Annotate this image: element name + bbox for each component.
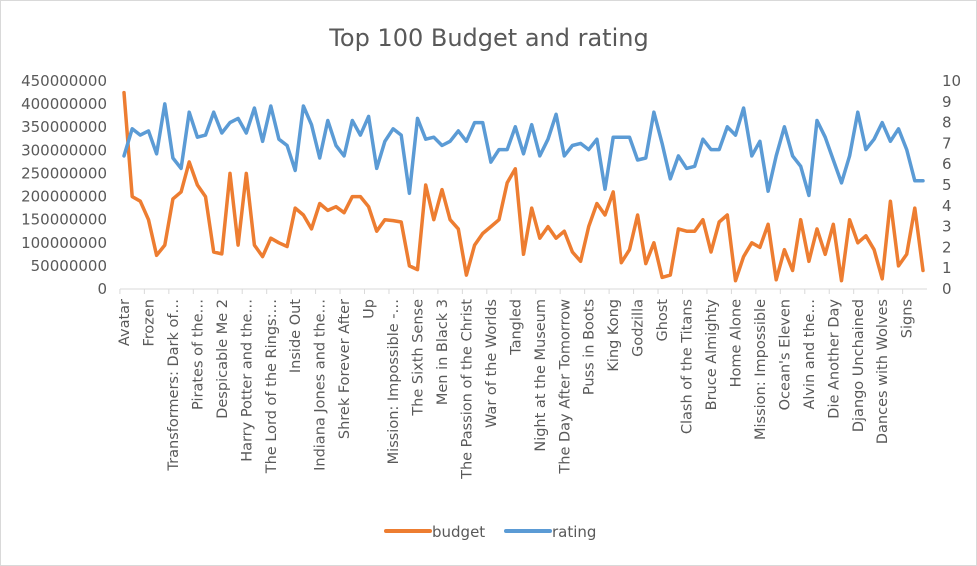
x-axis-category-label: Shrek Forever After xyxy=(337,299,353,439)
x-axis-category-label: Despicable Me 2 xyxy=(215,299,231,419)
x-axis-category-label: Dances with Wolves xyxy=(875,299,891,444)
x-axis-category-label: Bruce Almighty xyxy=(704,299,720,411)
left-axis-tick-label: 50000000 xyxy=(31,257,107,275)
right-axis-tick-label: 9 xyxy=(942,93,952,111)
left-axis-tick-label: 400000000 xyxy=(21,95,107,113)
left-axis-tick-label: 300000000 xyxy=(21,141,107,159)
x-axis-category-label: The Day After Tomorrow xyxy=(557,299,573,475)
right-axis-tick-label: 1 xyxy=(942,259,952,277)
x-axis-category-label: Indiana Jones and the… xyxy=(313,299,329,471)
right-axis-tick-label: 3 xyxy=(942,218,952,236)
x-axis-category-label: Ocean's Eleven xyxy=(777,299,793,410)
x-axis-category-label: Night at the Museum xyxy=(533,299,549,452)
x-axis-category-label: The Lord of the Rings:… xyxy=(264,299,280,474)
x-axis-category-labels: Avatar Frozen Transformers: Dark of… Pirate… xyxy=(117,299,916,480)
x-axis-category-label: Puss in Boots xyxy=(582,299,598,395)
x-axis-category-label: Men in Black 3 xyxy=(435,299,451,405)
left-axis-tick-label: 200000000 xyxy=(21,188,107,206)
budget-series-line xyxy=(122,90,925,283)
legend-label-rating: rating xyxy=(552,523,596,541)
legend: budget rating xyxy=(384,523,596,541)
left-axis-tick-label: 150000000 xyxy=(21,211,107,229)
right-axis-tick-label: 2 xyxy=(942,238,952,256)
right-axis-tick-label: 8 xyxy=(942,114,952,132)
right-axis-tick-label: 5 xyxy=(942,176,952,194)
right-axis-ticks: 0 1 2 3 4 5 6 7 8 9 10 xyxy=(942,72,961,298)
x-axis-category-label: Transformers: Dark of… xyxy=(166,299,182,472)
budget-data-points xyxy=(123,92,924,281)
x-axis-category-label: Home Alone xyxy=(728,299,744,387)
legend-item-rating: rating xyxy=(504,523,596,541)
rating-data-points xyxy=(123,103,924,196)
x-axis-category-label: Avatar xyxy=(117,299,133,346)
left-axis-tick-label: 100000000 xyxy=(21,234,107,252)
legend-item-budget: budget xyxy=(384,523,485,541)
x-axis-category-label: Pirates of the… xyxy=(190,299,206,410)
x-axis-category-label: The Passion of the Christ xyxy=(459,299,475,480)
x-axis-category-label: Harry Potter and the… xyxy=(239,299,255,462)
x-axis-category-label: Die Another Day xyxy=(826,299,842,419)
x-axis-category-label: The Sixth Sense xyxy=(411,299,427,417)
chart-title: Top 100 Budget and rating xyxy=(328,24,648,52)
right-axis-tick-label: 4 xyxy=(942,197,952,215)
left-axis-tick-label: 250000000 xyxy=(21,164,107,182)
x-axis-category-label: King Kong xyxy=(606,299,622,372)
left-axis-tick-label: 350000000 xyxy=(21,118,107,136)
legend-label-budget: budget xyxy=(432,523,485,541)
x-axis-tick-marks xyxy=(119,289,904,294)
left-axis-ticks: 0 50000000 100000000 150000000 200000000 2500… xyxy=(21,72,107,298)
x-axis-category-label: Django Unchained xyxy=(851,299,867,432)
left-axis-tick-label: 0 xyxy=(97,280,107,298)
x-axis-category-label: Signs xyxy=(900,299,916,338)
right-axis-tick-label: 6 xyxy=(942,155,952,173)
x-axis-category-label: Godzilla xyxy=(631,299,647,357)
x-axis-category-label: Inside Out xyxy=(288,299,304,373)
x-axis-category-label: Up xyxy=(362,299,378,319)
x-axis-category-label: Ghost xyxy=(655,299,671,342)
x-axis-category-label: Clash of the Titans xyxy=(680,299,696,434)
x-axis-category-label: Mission: Impossible xyxy=(753,299,769,440)
x-axis-category-label: Tangled xyxy=(508,299,524,356)
left-axis-tick-label: 450000000 xyxy=(21,72,107,90)
right-axis-tick-label: 7 xyxy=(942,134,952,152)
x-axis-category-label: Mission: Impossible -… xyxy=(386,299,402,464)
right-axis-tick-label: 0 xyxy=(942,280,952,298)
x-axis-category-label: Alvin and the… xyxy=(802,299,818,410)
series-lines xyxy=(122,90,925,283)
right-axis-tick-label: 10 xyxy=(942,72,961,90)
x-axis-category-label: War of the Worlds xyxy=(484,299,500,428)
x-axis-category-label: Frozen xyxy=(141,299,157,347)
